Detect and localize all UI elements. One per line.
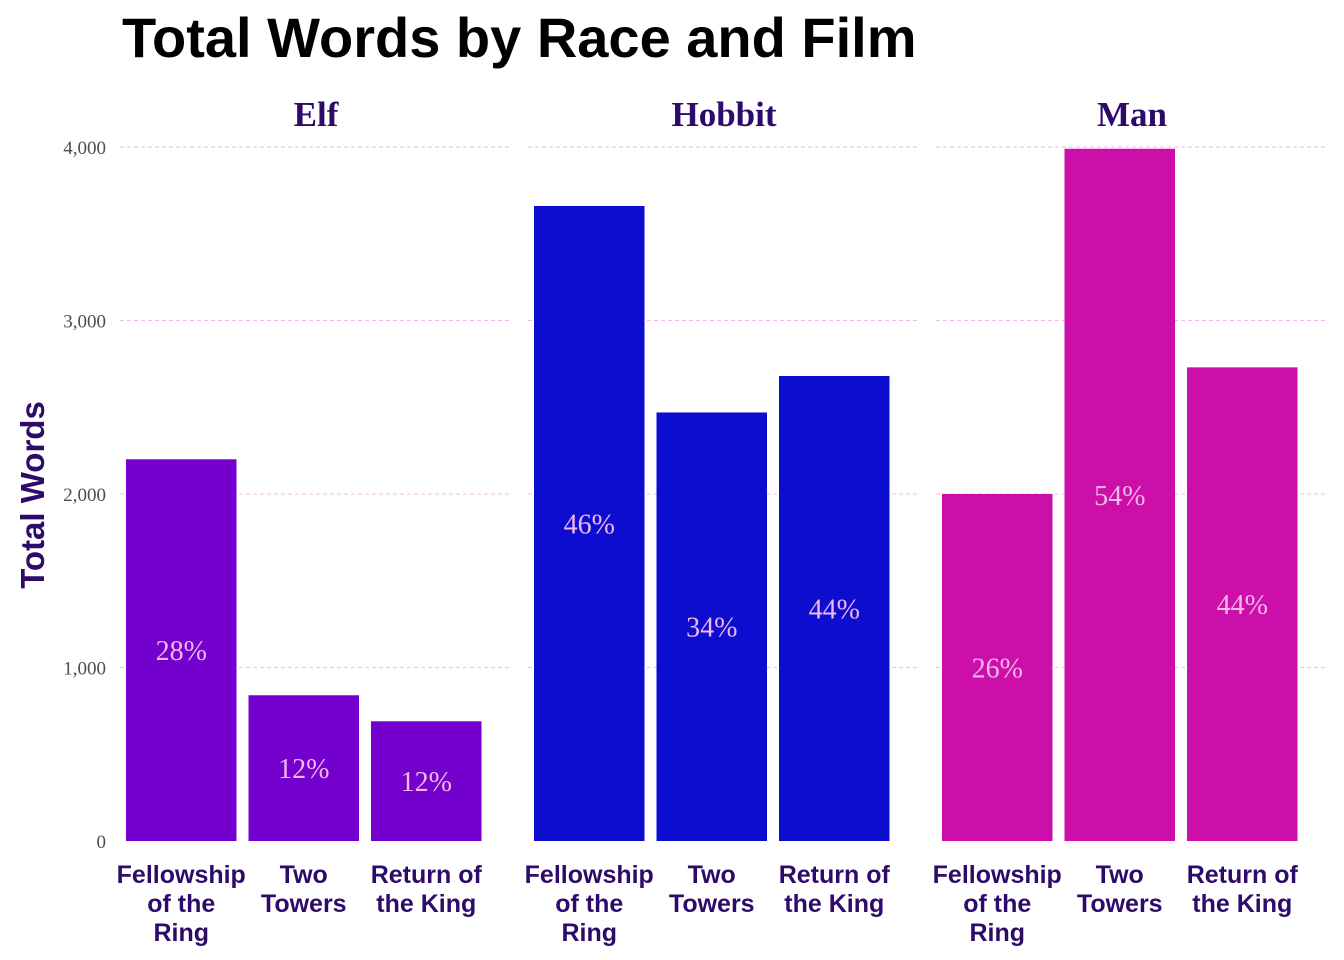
x-tick-label: Return of the King <box>779 861 891 918</box>
x-tick-label: Fellowship of the Ring <box>933 861 1062 947</box>
chart-title: Total Words by Race and Film <box>122 6 917 69</box>
panel-labels: Elf Hobbit Man <box>294 95 1167 134</box>
bars: 28% 12% 12% 46% 34% 44% 26% 54% 44% <box>126 148 1298 842</box>
y-tick-label: 1,000 <box>63 659 106 680</box>
x-tick-label: Fellowship of the Ring <box>525 861 654 947</box>
y-tick-label: 3,000 <box>63 312 106 333</box>
bar-label: 12% <box>278 754 329 785</box>
bar-man-2 <box>1187 367 1298 841</box>
y-axis-ticks: 0 1,000 2,000 3,000 4,000 <box>63 138 106 853</box>
y-tick-label: 4,000 <box>63 138 106 159</box>
x-tick-label: Return of the King <box>371 861 483 918</box>
bar-hobbit-2 <box>779 376 890 841</box>
y-axis-label: Total Words <box>14 401 51 589</box>
bar-man-1 <box>1064 148 1175 842</box>
bar-label: 12% <box>401 767 452 798</box>
bar-label: 44% <box>1217 590 1268 621</box>
bar-label: 46% <box>564 509 615 540</box>
bar-elf-1 <box>248 695 359 841</box>
bar-label: 34% <box>686 613 737 644</box>
x-axis-ticks: Fellowship of the Ring Two Towers Return of th… <box>117 861 1299 947</box>
bar-label: 26% <box>972 654 1023 685</box>
bar-label: 28% <box>156 636 207 667</box>
x-tick-label: Two Towers <box>261 861 347 918</box>
x-tick-label: Fellowship of the Ring <box>117 861 246 947</box>
x-tick-label: Two Towers <box>1077 861 1163 918</box>
panel-label-hobbit: Hobbit <box>671 95 776 134</box>
bar-elf-2 <box>371 721 482 841</box>
panel-label-elf: Elf <box>294 95 339 134</box>
y-tick-label: 2,000 <box>63 485 106 506</box>
bar-label: 44% <box>809 595 860 626</box>
y-tick-label: 0 <box>97 832 107 853</box>
bar-elf-0 <box>126 459 237 841</box>
bar-man-0 <box>942 494 1053 841</box>
bar-hobbit-0 <box>534 205 645 842</box>
x-tick-label: Two Towers <box>669 861 755 918</box>
bar-hobbit-1 <box>656 412 767 841</box>
bar-label: 54% <box>1094 481 1145 512</box>
x-tick-label: Return of the King <box>1187 861 1299 918</box>
panel-label-man: Man <box>1097 95 1167 134</box>
